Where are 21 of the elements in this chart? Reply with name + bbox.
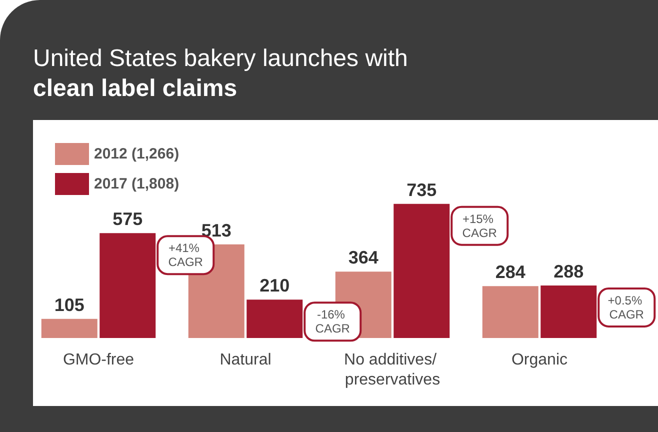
annotation: -16% CAGR: [315, 308, 350, 336]
bar: [41, 318, 98, 338]
data-label: 284: [495, 262, 526, 282]
x-tick-label: GMO-free: [62, 352, 134, 368]
x-tick-label: No additives/ preservatives: [344, 352, 441, 388]
annotation: +15% CAGR: [462, 212, 498, 240]
data-label: 210: [260, 276, 290, 296]
data-label: 105: [54, 294, 84, 315]
data-label: 735: [406, 180, 437, 200]
bar: [482, 286, 538, 338]
x-tick-label: Organic: [511, 352, 568, 368]
data-label: 288: [554, 261, 584, 282]
legend-label: 2017 (1,808): [94, 176, 180, 192]
x-tick-label: Natural: [220, 352, 272, 368]
annotation: +0.5% CAGR: [608, 293, 646, 322]
data-label: 364: [348, 248, 378, 268]
annotation: +41% CAGR: [168, 241, 204, 270]
data-label: 575: [112, 209, 143, 230]
data-label: 513: [201, 220, 232, 240]
legend-label: 2012 (1,266): [94, 146, 180, 162]
chart-title: United States bakery launches with clean label claims: [33, 44, 408, 104]
